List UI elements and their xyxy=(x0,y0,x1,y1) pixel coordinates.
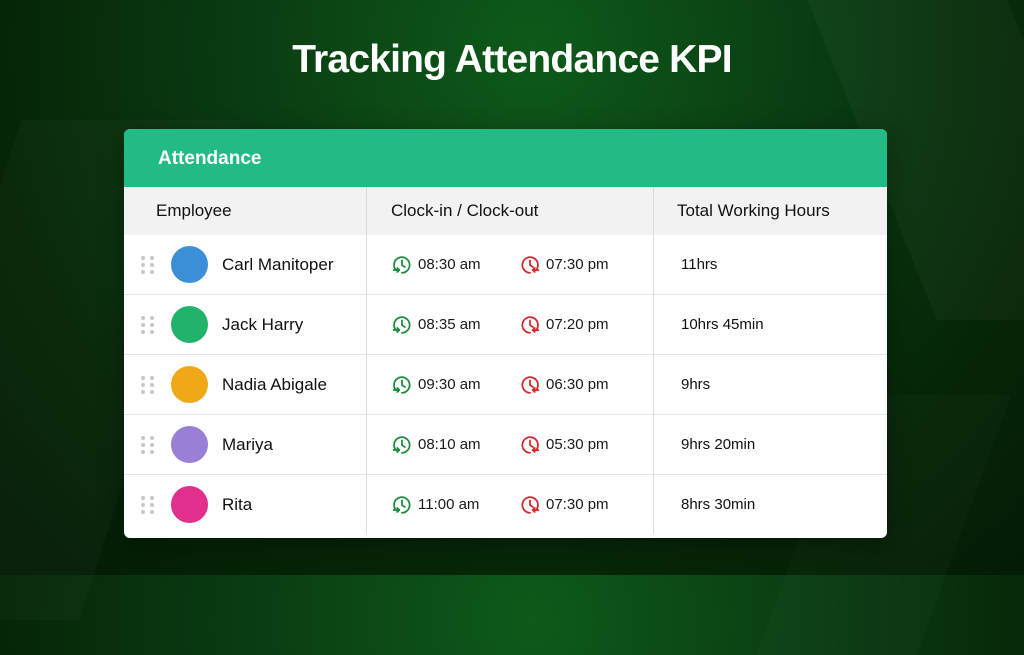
total-hours: 11hrs xyxy=(681,256,718,273)
clock-cell: 08:10 am 05:30 pm xyxy=(366,415,653,475)
hours-cell: 8hrs 30min xyxy=(653,475,887,534)
hours-cell: 10hrs 45min xyxy=(653,295,887,355)
employee-cell: Carl Manitoper xyxy=(124,235,366,295)
employee-name: Rita xyxy=(222,494,253,514)
clock-in-icon xyxy=(391,434,418,456)
clock-out-time: 07:30 pm xyxy=(519,494,647,516)
attendance-card: Attendance Employee Clock-in / Clock-out… xyxy=(124,129,887,538)
card-header: Attendance xyxy=(124,129,887,187)
drag-handle-icon[interactable] xyxy=(141,494,155,516)
avatar xyxy=(171,246,208,283)
drag-handle-icon[interactable] xyxy=(141,314,155,336)
clock-out-icon xyxy=(519,374,546,396)
hours-cell: 9hrs xyxy=(653,355,887,415)
employee-cell: Rita xyxy=(124,475,366,534)
clock-out-value: 05:30 pm xyxy=(546,436,609,453)
clock-in-time: 08:30 am xyxy=(391,254,519,276)
employee-cell: Jack Harry xyxy=(124,295,366,355)
clock-cell: 09:30 am 06:30 pm xyxy=(366,355,653,415)
clock-in-icon xyxy=(391,314,418,336)
clock-in-value: 11:00 am xyxy=(418,496,480,513)
clock-cell: 11:00 am 07:30 pm xyxy=(366,475,653,534)
total-hours: 9hrs xyxy=(681,376,711,393)
clock-in-icon xyxy=(391,494,418,516)
clock-in-value: 08:35 am xyxy=(418,316,481,333)
clock-out-value: 07:20 pm xyxy=(546,316,609,333)
clock-out-value: 07:30 pm xyxy=(546,256,609,273)
employee-cell: Nadia Abigale xyxy=(124,355,366,415)
column-header-clock: Clock-in / Clock-out xyxy=(366,187,653,235)
attendance-table: Employee Clock-in / Clock-out Total Work… xyxy=(124,187,887,534)
column-header-hours: Total Working Hours xyxy=(653,187,887,235)
clock-in-time: 09:30 am xyxy=(391,374,519,396)
avatar xyxy=(171,306,208,343)
clock-cell: 08:30 am 07:30 pm xyxy=(366,235,653,295)
drag-handle-icon[interactable] xyxy=(141,434,155,456)
clock-out-value: 06:30 pm xyxy=(546,376,609,393)
clock-in-value: 08:10 am xyxy=(418,436,481,453)
total-hours: 9hrs 20min xyxy=(681,436,756,453)
employee-name: Carl Manitoper xyxy=(222,254,334,274)
avatar xyxy=(171,366,208,403)
clock-out-time: 05:30 pm xyxy=(519,434,647,456)
employee-cell: Mariya xyxy=(124,415,366,475)
clock-out-icon xyxy=(519,314,546,336)
clock-in-icon xyxy=(391,374,418,396)
avatar xyxy=(171,486,208,523)
total-hours: 10hrs 45min xyxy=(681,316,764,333)
clock-out-icon xyxy=(519,254,546,276)
clock-in-value: 08:30 am xyxy=(418,256,481,273)
clock-in-time: 08:10 am xyxy=(391,434,519,456)
drag-handle-icon[interactable] xyxy=(141,254,155,276)
clock-out-icon xyxy=(519,434,546,456)
column-header-employee: Employee xyxy=(124,187,366,235)
employee-name: Nadia Abigale xyxy=(222,374,327,394)
clock-cell: 08:35 am 07:20 pm xyxy=(366,295,653,355)
avatar xyxy=(171,426,208,463)
drag-handle-icon[interactable] xyxy=(141,374,155,396)
clock-out-time: 07:20 pm xyxy=(519,314,647,336)
total-hours: 8hrs 30min xyxy=(681,496,756,513)
hours-cell: 11hrs xyxy=(653,235,887,295)
employee-name: Jack Harry xyxy=(222,314,304,334)
clock-out-value: 07:30 pm xyxy=(546,496,609,513)
clock-in-icon xyxy=(391,254,418,276)
clock-out-time: 06:30 pm xyxy=(519,374,647,396)
hours-cell: 9hrs 20min xyxy=(653,415,887,475)
clock-out-time: 07:30 pm xyxy=(519,254,647,276)
clock-in-time: 08:35 am xyxy=(391,314,519,336)
clock-in-time: 11:00 am xyxy=(391,494,519,516)
clock-in-value: 09:30 am xyxy=(418,376,481,393)
page-title: Tracking Attendance KPI xyxy=(292,38,732,81)
clock-out-icon xyxy=(519,494,546,516)
employee-name: Mariya xyxy=(222,434,274,454)
